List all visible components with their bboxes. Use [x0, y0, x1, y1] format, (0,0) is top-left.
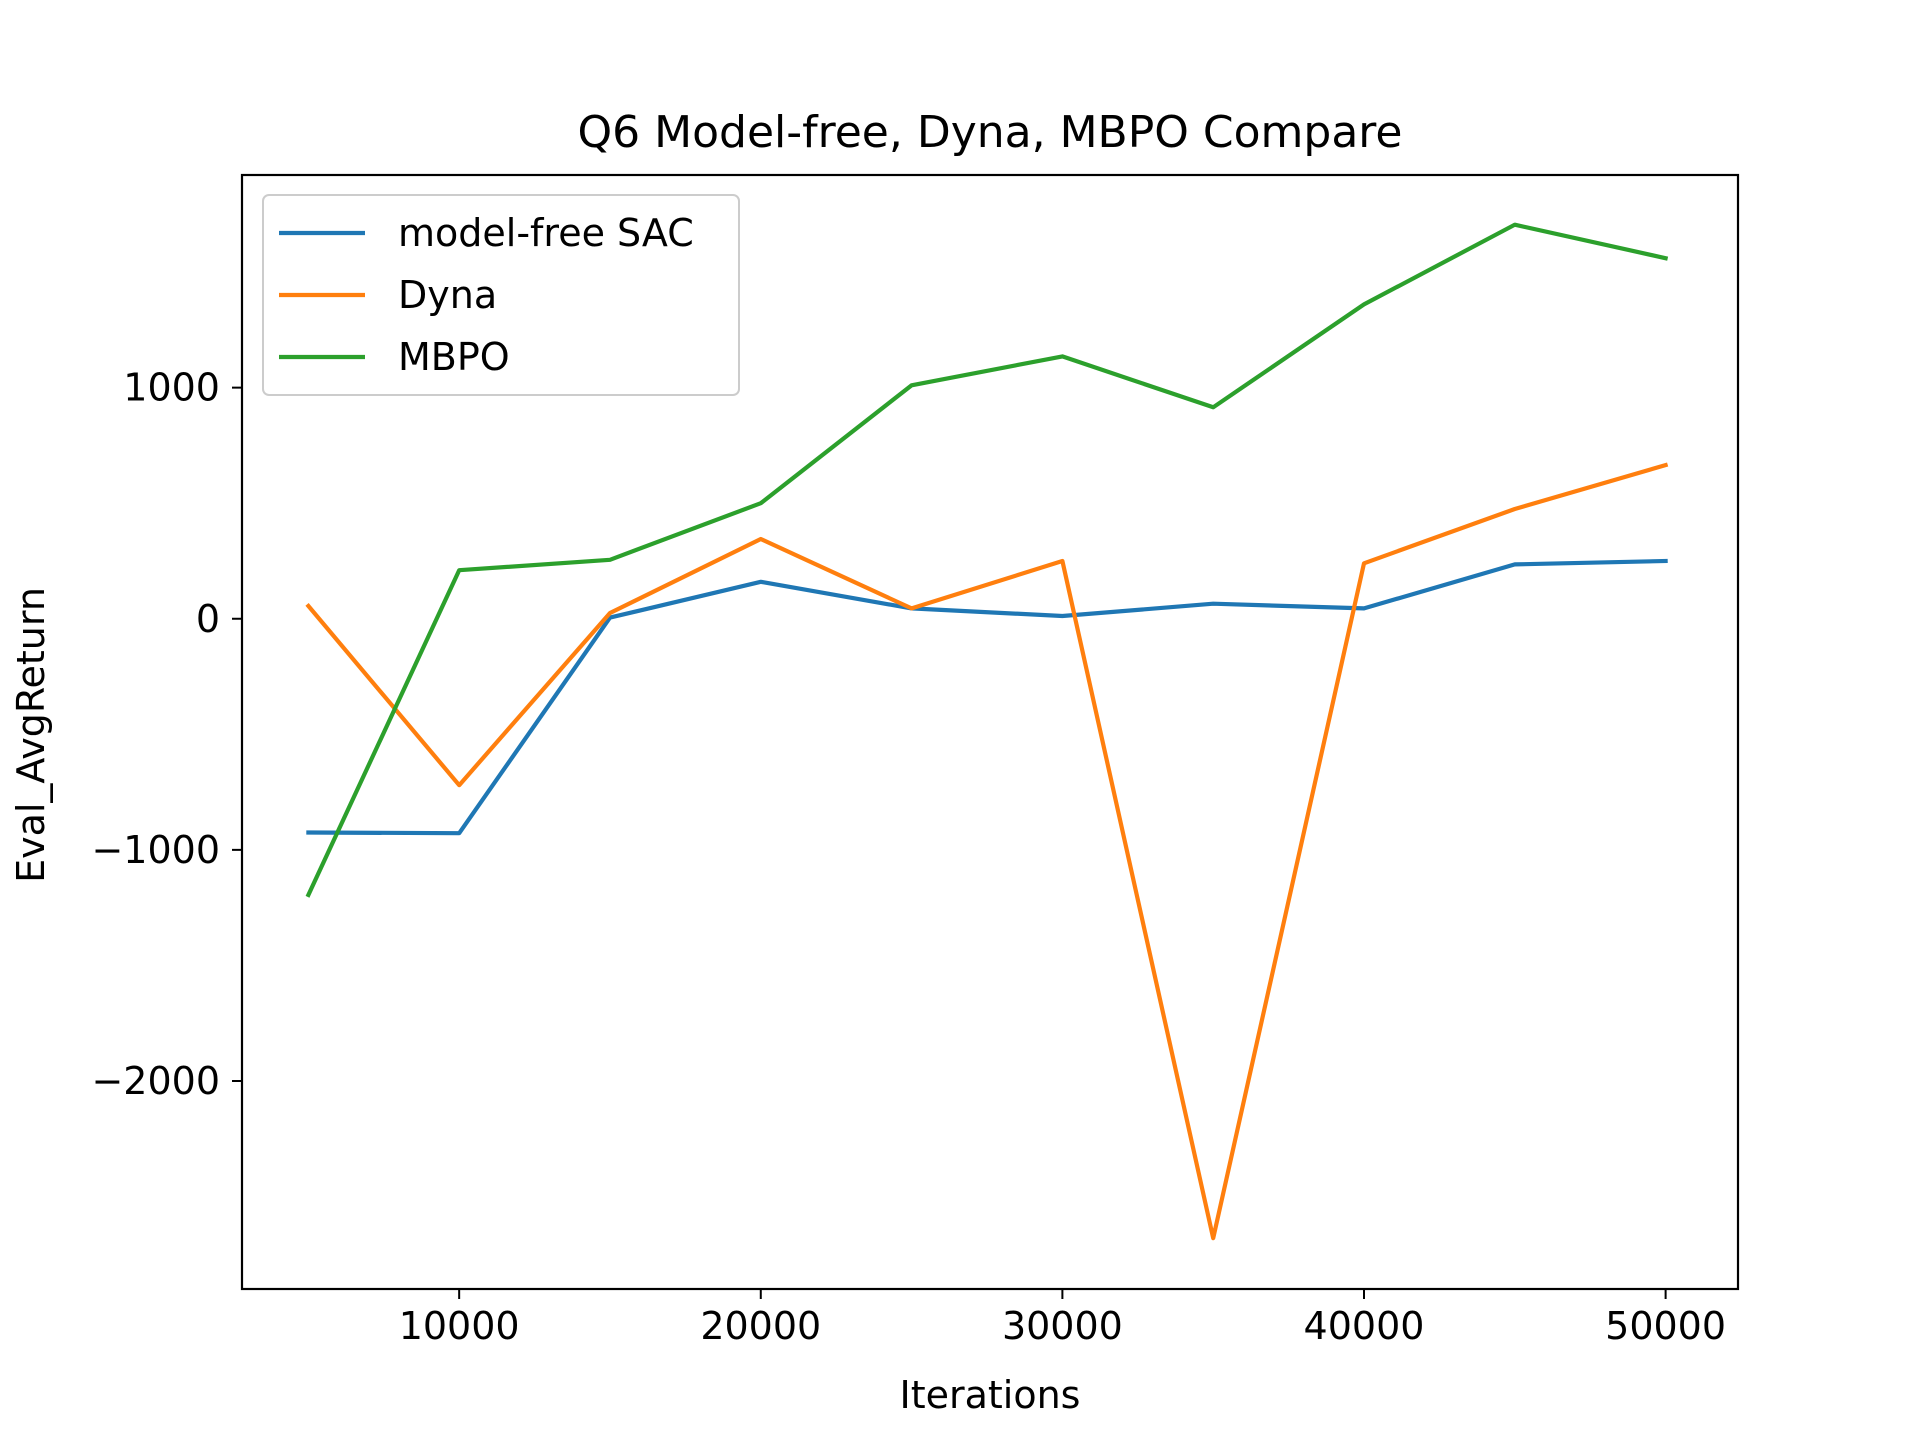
y-tick-label: 0	[196, 597, 220, 641]
series-line-2	[305, 222, 1669, 898]
x-tick-label: 30000	[1002, 1304, 1123, 1348]
plot-frame	[240, 173, 1740, 1291]
y-axis-label: Eval_AvgReturn	[9, 587, 53, 883]
x-tick-label: 50000	[1605, 1304, 1726, 1348]
y-tick-label: −1000	[91, 828, 220, 872]
legend-label-1: Dyna	[398, 273, 497, 317]
y-tick-label: 1000	[123, 366, 220, 410]
legend: model-free SAC Dyna MBPO	[262, 194, 740, 396]
legend-label-0: model-free SAC	[398, 211, 694, 255]
legend-frame	[262, 194, 740, 396]
series-line-1	[305, 462, 1669, 1241]
x-tick-label: 40000	[1304, 1304, 1425, 1348]
x-axis: 10000 20000 30000 40000 50000	[399, 1289, 1726, 1348]
x-axis-label: Iterations	[900, 1373, 1081, 1417]
y-tick-label: −2000	[91, 1059, 220, 1103]
plot-area	[305, 222, 1669, 1241]
x-tick-label: 20000	[700, 1304, 821, 1348]
y-axis: 1000 0 −1000 −2000	[91, 366, 242, 1103]
chart-title: Q6 Model-free, Dyna, MBPO Compare	[578, 107, 1403, 158]
legend-label-2: MBPO	[398, 335, 510, 379]
x-tick-label: 10000	[399, 1304, 520, 1348]
series-line-0	[306, 558, 1668, 836]
